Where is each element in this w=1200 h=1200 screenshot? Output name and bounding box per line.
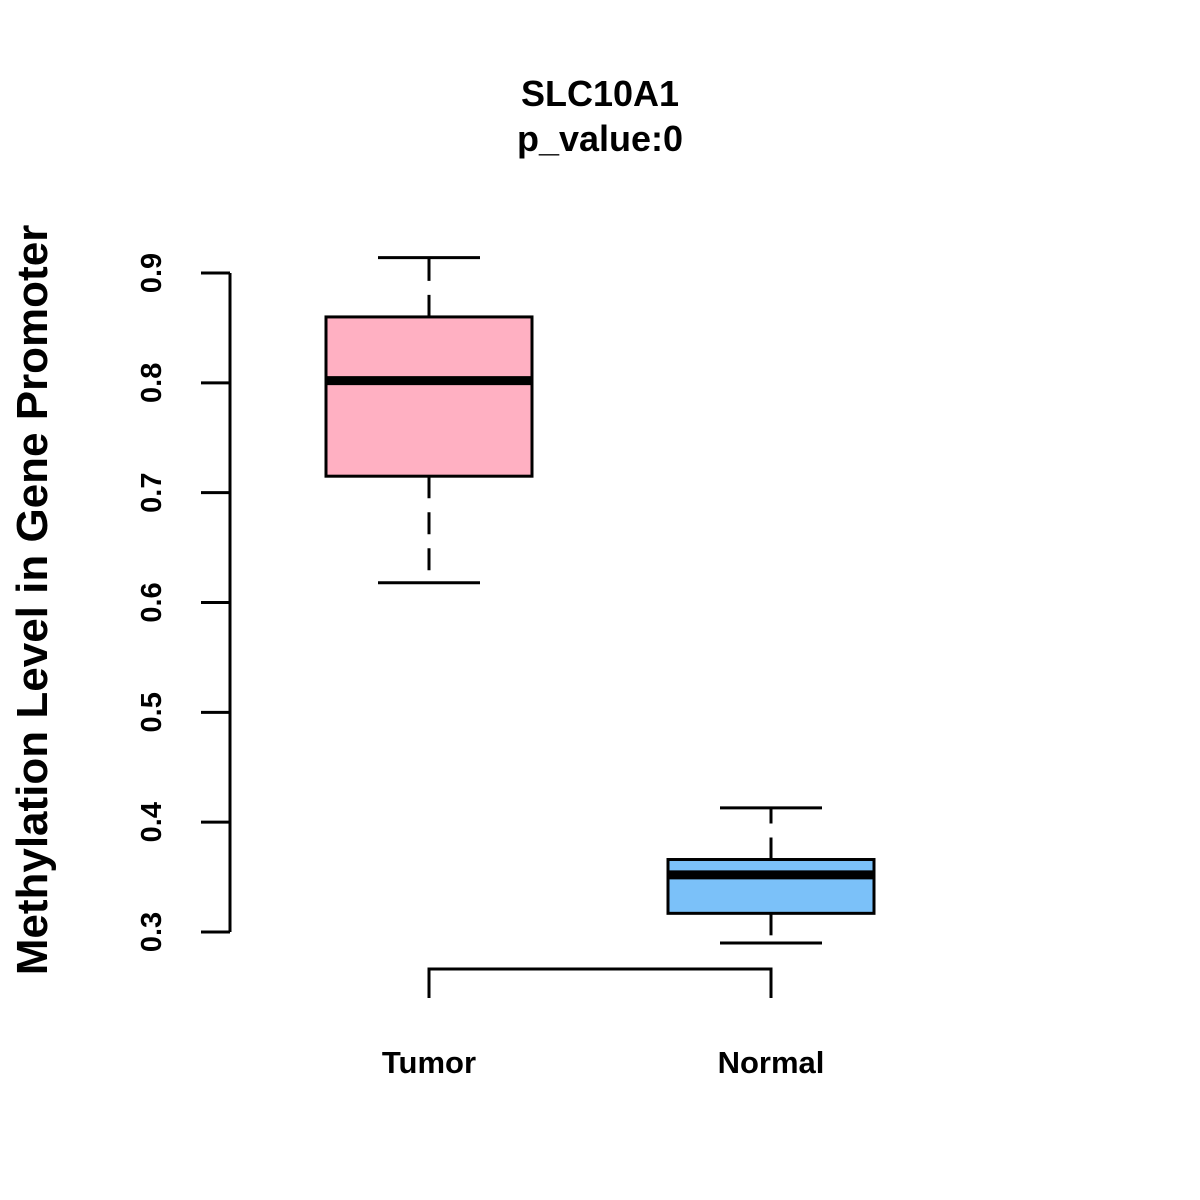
- y-axis-label: Methylation Level in Gene Promoter: [8, 225, 57, 976]
- category-label-tumor: Tumor: [382, 1045, 476, 1080]
- box-normal: [666, 806, 876, 945]
- box-tumor: [324, 256, 534, 585]
- box-rect: [324, 315, 534, 478]
- y-tick-label: 0.5: [136, 692, 168, 732]
- box-rect: [666, 858, 876, 915]
- x-axis-labels: Tumor Normal: [382, 1045, 824, 1080]
- y-tick-label: 0.6: [136, 582, 168, 622]
- y-tick-label: 0.4: [136, 802, 168, 842]
- chart-title: SLC10A1: [521, 73, 679, 114]
- comparison-bracket: [427, 967, 773, 998]
- category-label-normal: Normal: [718, 1045, 825, 1080]
- boxes-group: [324, 256, 876, 945]
- bracket-path: [427, 967, 773, 998]
- y-tick-label: 0.3: [136, 912, 168, 952]
- y-tick-label: 0.9: [136, 253, 168, 293]
- y-tick-label: 0.7: [136, 473, 168, 513]
- chart-subtitle: p_value:0: [517, 118, 683, 159]
- y-axis: 0.3 0.4 0.5 0.6 0.7 0.8 0.9: [136, 253, 232, 952]
- y-tick-label: 0.8: [136, 363, 168, 403]
